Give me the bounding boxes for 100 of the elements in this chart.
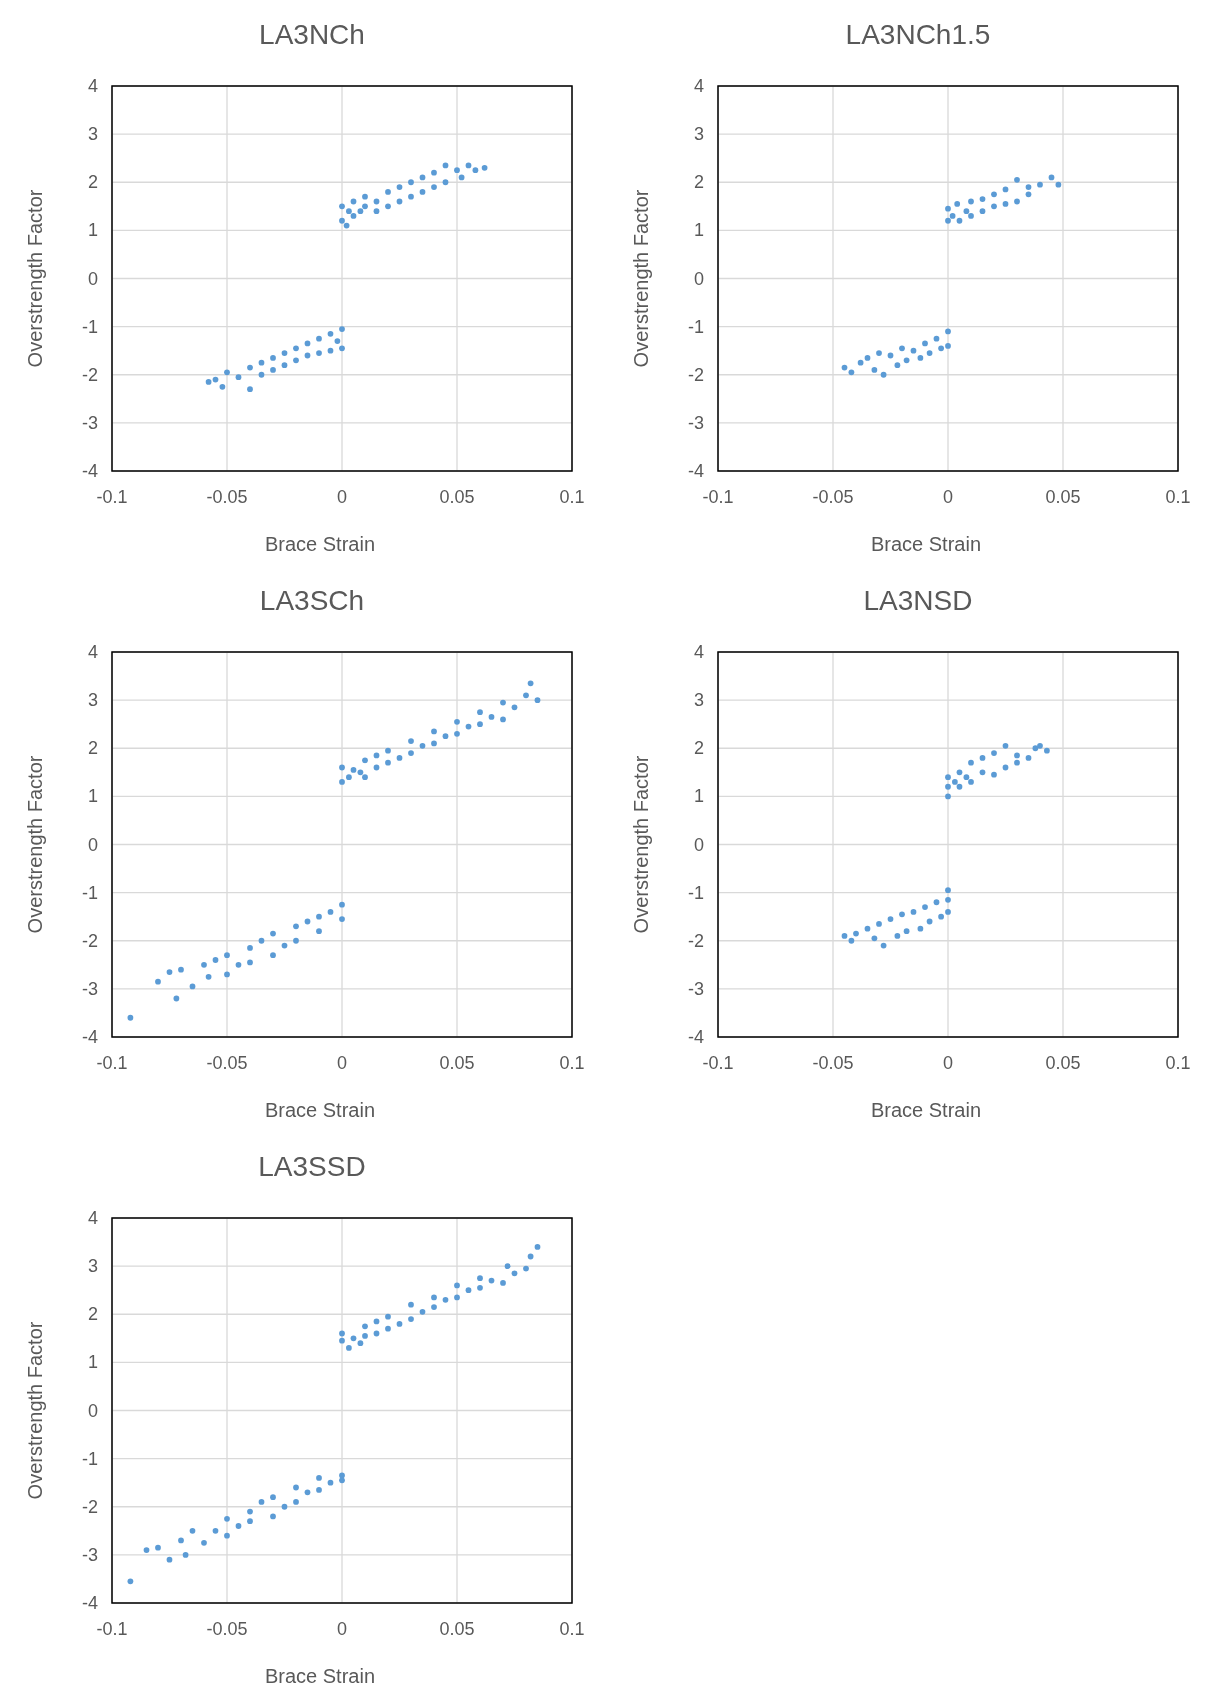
point xyxy=(362,203,368,210)
x-tick-label: 0 xyxy=(336,1053,348,1073)
point xyxy=(293,923,299,930)
x-tick-label: -0.05 xyxy=(206,1053,248,1073)
point xyxy=(327,330,334,337)
x-tick-label: -0.05 xyxy=(206,1619,248,1639)
point xyxy=(316,1475,322,1481)
point xyxy=(205,973,212,980)
point xyxy=(385,189,391,195)
point xyxy=(178,1537,184,1544)
y-axis-title: Overstrength Factor xyxy=(24,189,46,368)
point xyxy=(1002,742,1009,749)
point xyxy=(968,779,974,785)
x-tick-label: -0.05 xyxy=(206,487,248,507)
point xyxy=(212,1527,219,1534)
point xyxy=(465,723,472,730)
y-tick-label: -3 xyxy=(81,412,98,433)
point xyxy=(189,1527,196,1534)
point xyxy=(949,213,956,219)
point xyxy=(903,928,910,934)
point xyxy=(1044,747,1050,754)
x-tick-label: 0.1 xyxy=(559,1053,585,1073)
point xyxy=(270,1513,276,1520)
point xyxy=(362,1333,368,1339)
point xyxy=(419,742,426,749)
point xyxy=(281,942,288,949)
point xyxy=(894,933,901,939)
point xyxy=(841,933,848,939)
point xyxy=(454,1294,460,1301)
point xyxy=(864,925,871,932)
point xyxy=(458,174,465,181)
point xyxy=(903,357,910,364)
y-tick-label: 1 xyxy=(693,220,704,241)
chart-title: LA3SCh xyxy=(259,585,365,616)
x-tick-label: 0.1 xyxy=(1165,487,1191,507)
point xyxy=(343,222,350,229)
point xyxy=(442,179,449,186)
point xyxy=(235,961,242,968)
point xyxy=(419,1308,426,1315)
chart-title: LA3SSD xyxy=(258,1151,366,1182)
point xyxy=(979,208,986,214)
point xyxy=(431,728,437,735)
point xyxy=(534,697,541,703)
point xyxy=(945,793,951,800)
y-tick-label: -4 xyxy=(81,461,98,481)
point xyxy=(304,1489,311,1496)
y-tick-label: 0 xyxy=(87,834,98,855)
point xyxy=(316,928,322,934)
x-tick-label: 0 xyxy=(942,487,954,507)
y-tick-label: -4 xyxy=(687,1027,704,1047)
point xyxy=(979,769,986,776)
point xyxy=(408,193,414,200)
point xyxy=(182,1552,189,1558)
point xyxy=(247,959,253,966)
x-tick-label: 0 xyxy=(336,487,348,507)
point xyxy=(178,966,184,973)
point xyxy=(945,217,951,224)
x-axis-title: Brace Strain xyxy=(264,1099,376,1121)
point xyxy=(346,208,352,214)
point xyxy=(853,930,859,937)
point xyxy=(871,367,878,373)
point xyxy=(293,357,299,364)
y-tick-label: 2 xyxy=(87,738,98,759)
point xyxy=(127,1578,134,1585)
y-tick-label: -1 xyxy=(687,316,704,337)
point xyxy=(991,203,997,210)
point xyxy=(293,937,299,944)
y-tick-label: -1 xyxy=(81,1448,98,1469)
x-axis-title: Brace Strain xyxy=(264,533,376,555)
point xyxy=(408,750,414,756)
point xyxy=(442,162,449,169)
point xyxy=(956,769,963,776)
point xyxy=(373,752,380,759)
point xyxy=(926,918,933,925)
y-tick-label: 0 xyxy=(87,1400,98,1421)
point xyxy=(350,1335,357,1342)
point xyxy=(871,935,878,942)
y-tick-label: 4 xyxy=(693,76,704,96)
point xyxy=(848,937,855,944)
y-tick-label: -2 xyxy=(81,930,98,951)
point xyxy=(880,942,887,949)
point xyxy=(917,925,924,932)
y-tick-label: -4 xyxy=(687,461,704,481)
point xyxy=(922,904,928,910)
y-tick-label: -2 xyxy=(81,364,98,385)
point xyxy=(454,718,460,725)
point xyxy=(270,1494,276,1500)
point xyxy=(224,971,230,978)
point xyxy=(1002,186,1009,193)
point xyxy=(887,916,894,922)
point xyxy=(1014,198,1020,205)
point xyxy=(408,1301,414,1308)
point xyxy=(212,957,219,963)
x-tick-label: 0.1 xyxy=(559,1619,585,1639)
point xyxy=(385,1313,391,1320)
point xyxy=(346,774,352,780)
y-tick-label: 2 xyxy=(693,172,704,193)
point xyxy=(281,350,288,356)
point xyxy=(396,184,403,190)
point xyxy=(270,355,276,361)
